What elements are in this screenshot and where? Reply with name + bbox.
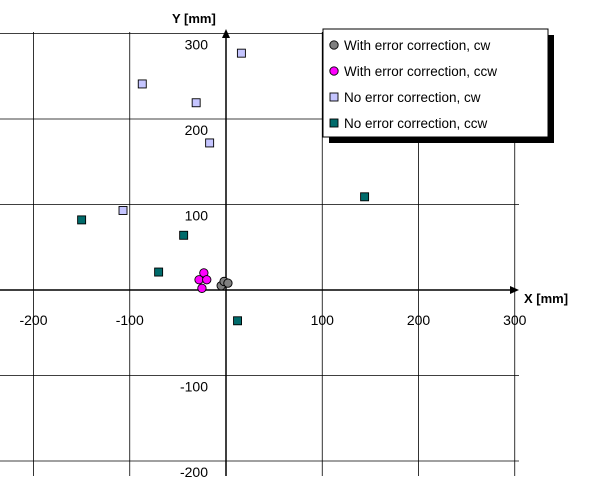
y-axis-arrow-icon xyxy=(222,29,230,38)
legend-label: With error correction, ccw xyxy=(344,64,497,79)
legend-items: With error correction, cw With error corr… xyxy=(329,38,497,131)
legend-item: No error correction, cw xyxy=(329,90,481,105)
x-axis-title: X [mm] xyxy=(524,291,568,306)
legend-item: With error correction, ccw xyxy=(329,64,497,79)
series-3-points xyxy=(118,48,246,215)
data-point xyxy=(77,215,87,225)
series-4-points xyxy=(77,192,370,326)
x-tick-labels: -200 -100 100 200 300 xyxy=(19,312,526,328)
x-tick-label: 200 xyxy=(407,312,431,328)
legend-label: No error correction, ccw xyxy=(344,116,488,131)
legend-box xyxy=(322,28,549,138)
y-tick-label: 200 xyxy=(185,122,209,138)
data-point xyxy=(236,48,246,58)
y-tick-label: -100 xyxy=(180,379,208,395)
data-points xyxy=(77,48,370,326)
y-tick-labels: -200 -100 100 200 300 xyxy=(180,37,208,480)
y-tick-label: -200 xyxy=(180,464,208,480)
x-tick-label: -200 xyxy=(19,312,47,328)
legend-marker-icon xyxy=(329,118,339,128)
x-tick-label: -100 xyxy=(116,312,144,328)
legend-item: No error correction, ccw xyxy=(329,116,488,131)
x-axis-arrow-icon xyxy=(510,286,519,294)
y-tick-label: 100 xyxy=(185,208,209,224)
legend: With error correction, cw With error corr… xyxy=(322,28,554,143)
x-tick-label: 300 xyxy=(503,312,527,328)
legend-marker-icon xyxy=(329,40,339,50)
data-point xyxy=(205,138,215,148)
series-2-points xyxy=(194,268,212,293)
data-point xyxy=(191,98,201,108)
legend-label: No error correction, cw xyxy=(344,90,481,105)
legend-label: With error correction, cw xyxy=(344,38,491,53)
x-tick-label: 100 xyxy=(311,312,335,328)
legend-item: With error correction, cw xyxy=(329,38,491,53)
axes xyxy=(0,29,519,476)
data-point xyxy=(233,316,243,326)
y-axis-title: Y [mm] xyxy=(172,11,216,26)
data-point xyxy=(360,192,370,202)
data-point xyxy=(154,267,164,277)
legend-marker-icon xyxy=(329,92,339,102)
data-point xyxy=(179,230,189,240)
series-1-points xyxy=(216,276,233,291)
data-point xyxy=(137,79,147,89)
y-tick-label: 300 xyxy=(185,37,209,53)
legend-marker-icon xyxy=(329,66,339,76)
data-point xyxy=(223,278,233,288)
data-point xyxy=(118,206,128,215)
data-point xyxy=(202,275,212,285)
data-point xyxy=(194,275,204,285)
data-point xyxy=(197,283,207,293)
